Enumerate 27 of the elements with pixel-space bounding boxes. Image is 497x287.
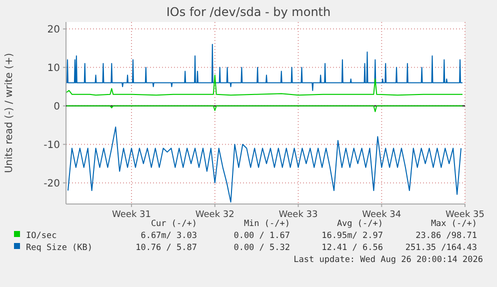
y-tick-label: 10 [47, 62, 60, 74]
x-tick-label: Week 35 [446, 210, 484, 220]
legend-label: IO/sec [26, 231, 57, 241]
chart-title: IOs for /dev/sda - by month [166, 5, 331, 19]
y-tick-label: -20 [44, 178, 60, 190]
x-tick-label: Week 33 [278, 210, 318, 220]
y-tick-label: 20 [47, 24, 60, 36]
x-tick-label: Week 34 [362, 210, 402, 220]
text: 23.86 /98.71 [416, 231, 477, 241]
text: 6.67m/ 3.03 [140, 231, 197, 241]
text: 251.35 /164.43 [405, 243, 477, 253]
text: Min (-/+) [244, 219, 290, 229]
text: 12.41 / 6.56 [322, 243, 383, 253]
x-tick-label: Week 31 [112, 210, 151, 220]
text: 10.76 / 5.87 [136, 243, 197, 253]
text: Last update: Wed Aug 26 20:00:14 2026 [294, 255, 483, 265]
text: 0.00 / 5.32 [234, 243, 290, 253]
text: Cur (-/+) [150, 219, 197, 229]
y-axis-title: Units read (-) / write (+) [4, 52, 15, 174]
text: Avg (-/+) [336, 219, 383, 229]
x-tick-label: Week 32 [195, 210, 234, 220]
legend-label: Req Size (KB) [26, 243, 93, 253]
text: 0.00 / 1.67 [234, 231, 290, 241]
text: Max (-/+) [430, 219, 477, 229]
y-tick-label: -10 [44, 140, 60, 151]
text: 16.95m/ 2.97 [322, 231, 383, 241]
y-tick-label: 0 [54, 101, 60, 112]
